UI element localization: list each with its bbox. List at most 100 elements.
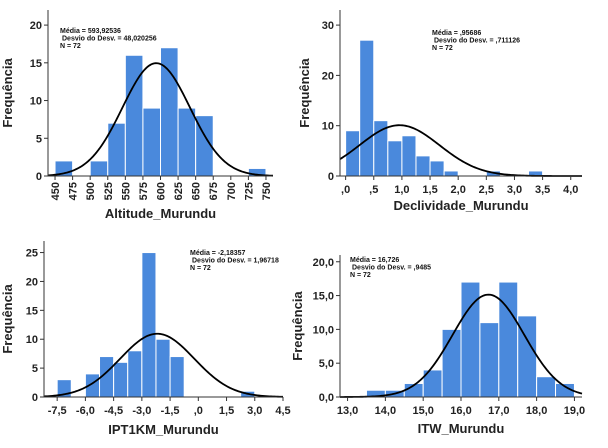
normal-curve	[43, 332, 284, 398]
x-tick-label: -6,0	[76, 405, 95, 417]
histogram-panel-declividade: 0 10 20 30 ,0 ,5 1,0 1,5 2,0 2,5 3,0 3,5 4,0 Frequênc…	[297, 10, 582, 213]
x-tick-label: 1,5	[422, 184, 437, 196]
x-tick-label: 500	[85, 182, 97, 200]
histogram-bar	[441, 328, 462, 398]
histogram-bar	[429, 160, 445, 177]
histogram-bar	[536, 376, 557, 398]
histogram-bar	[359, 39, 375, 177]
y-tick-label: 10,0	[313, 324, 334, 336]
x-tick-label: 525	[103, 182, 115, 200]
histogram-bar	[177, 107, 197, 177]
histogram-bar	[89, 160, 109, 177]
stats-line: N = 72	[432, 45, 453, 52]
normal-curve	[47, 62, 274, 177]
x-axis-title: Altitude_Murundu	[105, 206, 216, 221]
x-tick-label: 600	[156, 182, 168, 200]
x-tick-label: 17,0	[488, 405, 509, 417]
histogram-bar	[401, 135, 417, 177]
histogram-bar	[127, 350, 143, 398]
x-tick-label: 625	[173, 182, 185, 200]
x-tick-label: 3,0	[507, 184, 522, 196]
y-tick-label: 20,0	[313, 257, 334, 269]
x-tick-label: -3,0	[132, 405, 151, 417]
histogram-bar	[141, 252, 157, 398]
histogram-panel-ipt1km: 0 5 10 15 20 25 -7,5 -6,0 -4,5 -3,0 -1,5 ,0 1,5 3,0 4,…	[0, 241, 291, 437]
histogram-bar	[169, 356, 185, 398]
y-tick-label: 10	[30, 96, 42, 108]
x-tick-label: 475	[68, 182, 80, 200]
histogram-bar	[155, 338, 171, 398]
x-tick-label: 675	[208, 182, 220, 200]
x-tick-label: 2,0	[451, 184, 466, 196]
y-tick-label: 0,0	[319, 392, 334, 404]
y-axis-title: Frequência	[0, 58, 15, 128]
histogram-panel-itw: 0,0 5,0 10,0 15,0 20,0 13,0 14,0 15,0 16,0 17,0 18…	[290, 255, 585, 436]
histogram-bar	[142, 107, 161, 177]
x-tick-label: ,0	[341, 184, 350, 196]
histogram-bar	[443, 170, 459, 177]
histogram-bar	[479, 322, 500, 398]
histogram-bar	[160, 47, 179, 177]
y-tick-label: 15	[26, 305, 38, 317]
x-axis-title: ITW_Murundu	[418, 421, 505, 436]
stats-line: Desvio do Desv. = 1,96718	[192, 258, 279, 265]
y-tick-label: 10	[26, 334, 38, 346]
y-axis-title: Frequência	[290, 291, 305, 361]
x-tick-label: 15,0	[412, 405, 433, 417]
y-tick-label: 20	[322, 70, 334, 82]
x-tick-label: -4,5	[104, 405, 123, 417]
x-tick-label: 4,0	[563, 184, 578, 196]
x-axis-title: Declividade_Murundu	[393, 198, 528, 213]
x-tick-label: ,5	[369, 184, 378, 196]
stats-line: Média = 16,726	[350, 257, 399, 264]
x-tick-label: 19,0	[564, 405, 585, 417]
histogram-bar	[387, 140, 403, 177]
y-tick-label: 0	[36, 171, 42, 183]
x-tick-label: 2,5	[479, 184, 494, 196]
x-axis-title: IPT1KM_Murundu	[108, 422, 219, 437]
x-tick-label: ,0	[194, 405, 203, 417]
y-tick-label: 0	[32, 392, 38, 404]
y-axis-title: Frequência	[0, 284, 15, 354]
x-tick-label: 18,0	[526, 405, 547, 417]
stats-line: N = 72	[60, 43, 81, 50]
y-tick-label: 25	[26, 248, 38, 260]
stats-line: Média = -2,18357	[190, 250, 246, 257]
stats-line: Média = 593,92536	[60, 28, 121, 35]
normal-curve	[340, 293, 583, 398]
histogram-bar	[113, 361, 129, 398]
y-tick-label: 10	[322, 121, 334, 133]
y-tick-label: 5,0	[319, 358, 334, 370]
x-tick-label: 750	[261, 182, 273, 200]
x-tick-label: 4,5	[275, 405, 290, 417]
y-tick-label: 30	[322, 20, 334, 32]
y-tick-label: 20	[26, 276, 38, 288]
x-tick-label: 16,0	[450, 405, 471, 417]
x-tick-label: 725	[243, 182, 255, 200]
x-tick-label: 650	[191, 182, 203, 200]
x-tick-label: 14,0	[375, 405, 396, 417]
y-tick-label: 15	[30, 58, 42, 70]
stats-line: Média = ,95686	[432, 30, 481, 37]
x-tick-label: 3,5	[535, 184, 550, 196]
x-tick-label: 450	[50, 182, 62, 200]
x-tick-label: 550	[120, 182, 132, 200]
x-tick-label: 3,0	[247, 405, 262, 417]
x-tick-label: 1,0	[394, 184, 409, 196]
y-tick-label: 0	[328, 171, 334, 183]
histogram-bar	[498, 281, 519, 398]
x-tick-label: 575	[138, 182, 150, 200]
x-tick-label: 700	[226, 182, 238, 200]
stats-line: Desvio do Desv. = 48,020256	[62, 36, 157, 43]
x-tick-label: 13,0	[337, 405, 358, 417]
histogram-bar	[415, 155, 431, 177]
y-tick-label: 20	[30, 20, 42, 32]
x-tick-label: -7,5	[48, 405, 67, 417]
x-tick-label: 1,5	[219, 405, 234, 417]
y-tick-label: 5	[36, 133, 42, 145]
y-tick-label: 5	[32, 363, 38, 375]
y-axis-title: Frequência	[297, 58, 312, 128]
y-tick-label: 15,0	[313, 291, 334, 303]
histogram-bar	[124, 54, 144, 177]
